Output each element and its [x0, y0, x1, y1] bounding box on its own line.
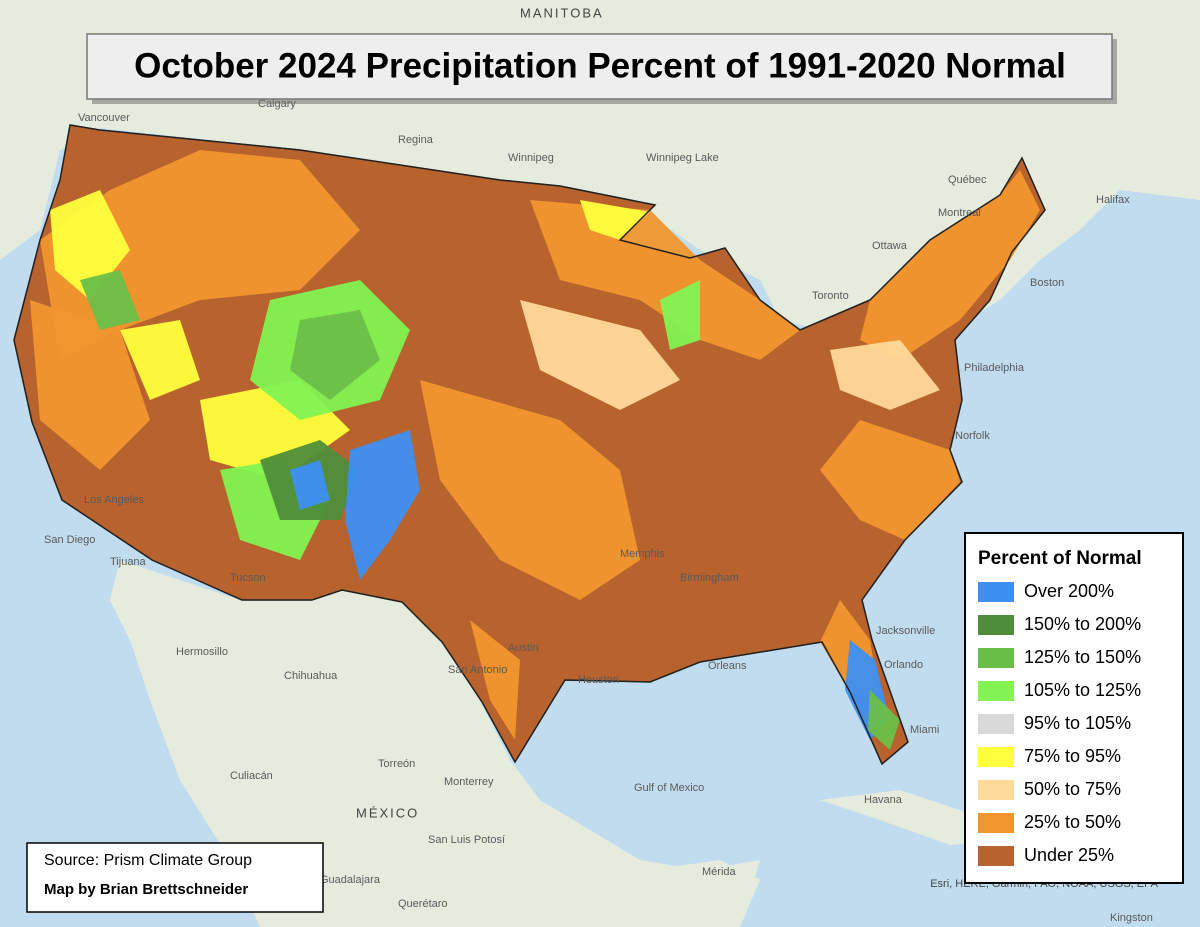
map-labels: MANITOBA Calgary Regina Winnipeg Vancouv… — [44, 5, 1153, 923]
map-label: Vancouver — [78, 112, 130, 124]
map-label: Orlando — [884, 659, 923, 671]
legend-swatch — [978, 747, 1014, 767]
map-label: Mérida — [702, 866, 737, 878]
credit: Map by Brian Brettschneider — [44, 881, 248, 898]
precip-region — [120, 320, 200, 400]
title-box — [86, 33, 1113, 100]
legend-swatch — [978, 615, 1014, 635]
legend-label: 25% to 50% — [1024, 812, 1121, 832]
legend-label: 50% to 75% — [1024, 779, 1121, 799]
map-label: San Luis Potosí — [428, 834, 505, 846]
map-label: San Antonio — [448, 664, 507, 676]
legend-label: 75% to 95% — [1024, 746, 1121, 766]
precip-region — [420, 380, 640, 600]
map-label: San Diego — [44, 534, 95, 546]
precip-region — [580, 200, 650, 240]
map-label: Chihuahua — [284, 670, 338, 682]
precip-region — [30, 300, 150, 470]
legend-swatch — [978, 813, 1014, 833]
source: Source: Prism Climate Group — [44, 852, 252, 869]
map-label: Hermosillo — [176, 646, 228, 658]
legend-label: Under 25% — [1024, 845, 1114, 865]
precip-region — [868, 690, 900, 750]
precip-region — [520, 300, 680, 410]
map-label: Winnipeg Lake — [646, 152, 719, 164]
map-label: Winnipeg — [508, 152, 554, 164]
map-label: Orleans — [708, 660, 747, 672]
united-states — [13, 124, 1046, 766]
map-label: Ottawa — [872, 240, 908, 252]
legend-swatch — [978, 714, 1014, 734]
legend-title: Percent of Normal — [978, 548, 1142, 569]
legend-swatch — [978, 582, 1014, 602]
legend: Percent of Normal Over 200% 150% to 200% 1… — [964, 532, 1184, 884]
legend-label: Over 200% — [1024, 581, 1114, 601]
map-label: Tijuana — [110, 556, 147, 568]
precip-region — [290, 460, 330, 510]
map-label: Austin — [508, 642, 539, 654]
map-label: Los Angeles — [84, 494, 144, 506]
map-label: Monterrey — [444, 776, 494, 788]
map-label: MÉXICO — [356, 805, 419, 820]
legend-swatch — [978, 681, 1014, 701]
legend-swatch — [978, 780, 1014, 800]
legend-label: 150% to 200% — [1024, 614, 1141, 634]
map-label: Havana — [864, 794, 903, 806]
us-border — [13, 124, 1046, 766]
map-label: Regina — [398, 134, 434, 146]
cuba — [820, 790, 1010, 845]
legend-label: 105% to 125% — [1024, 680, 1141, 700]
map-label: MANITOBA — [520, 5, 604, 20]
map-label: Birmingham — [680, 572, 739, 584]
map-label: Kingston — [1110, 912, 1153, 924]
title: October 2024 Precipitation Percent of 19… — [134, 46, 1066, 85]
map-label: Tucson — [230, 572, 266, 584]
legend-label: 95% to 105% — [1024, 713, 1131, 733]
precip-region — [290, 310, 380, 400]
map-label: Montreal — [938, 207, 981, 219]
precip-region — [80, 270, 140, 330]
map-label: Querétaro — [398, 898, 448, 910]
precip-region — [470, 620, 520, 740]
map-label: Boston — [1030, 277, 1064, 289]
map-label: Québec — [948, 174, 987, 186]
map-label: Gulf of Mexico — [634, 782, 704, 794]
map-label: Norfolk — [955, 430, 990, 442]
precip-region — [660, 280, 700, 350]
precip-region — [820, 420, 960, 540]
yucatan — [650, 860, 760, 927]
map-label: Miami — [910, 724, 939, 736]
map-label: Torreón — [378, 758, 415, 770]
precip-region — [345, 430, 420, 580]
precip-region — [860, 170, 1040, 360]
map-label: Philadelphia — [964, 362, 1025, 374]
map-label: Halifax — [1096, 194, 1130, 206]
precip-region — [530, 200, 800, 360]
map-label: Memphis — [620, 548, 665, 560]
mexico — [110, 560, 760, 927]
legend-label: 125% to 150% — [1024, 647, 1141, 667]
map-label: Guadalajara — [320, 874, 381, 886]
source-box — [26, 842, 324, 913]
map-label: Jacksonville — [876, 625, 935, 637]
legend-swatch — [978, 648, 1014, 668]
map-label: Houston — [578, 674, 619, 686]
map-label: Toronto — [812, 290, 849, 302]
precip-region — [830, 340, 940, 410]
legend-swatch — [978, 846, 1014, 866]
map-label: Culiacán — [230, 770, 273, 782]
